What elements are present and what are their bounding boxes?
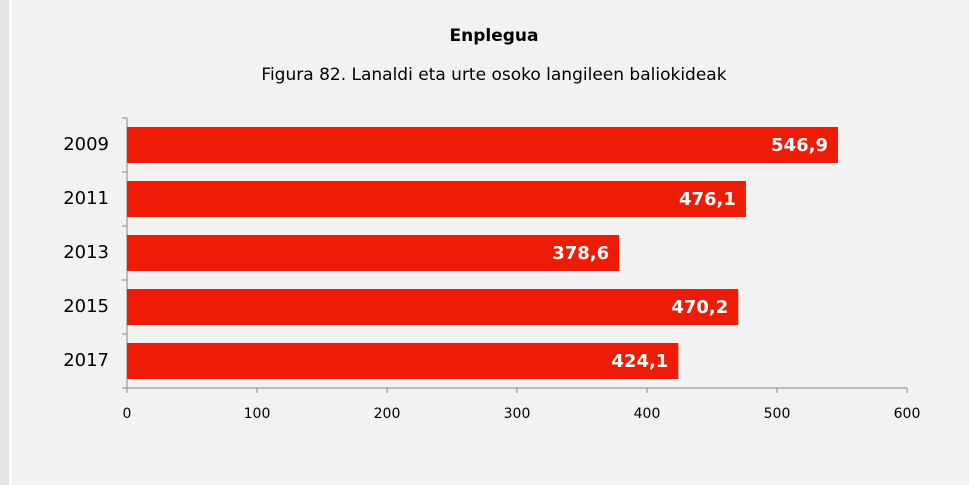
- value-label: 470,2: [671, 297, 728, 318]
- chart-subtitle: Figura 82. Lanaldi eta urte osoko langil…: [261, 65, 726, 85]
- x-tick-label: 300: [504, 406, 531, 422]
- value-label: 476,1: [679, 189, 736, 210]
- chart-title: Enplegua: [450, 26, 539, 46]
- x-tick-label: 100: [244, 406, 271, 422]
- y-tick-label: 2013: [63, 242, 109, 263]
- x-tick-label: 0: [123, 406, 132, 422]
- y-tick-label: 2011: [63, 188, 109, 209]
- left-strip: [0, 0, 9, 485]
- bar: [127, 235, 620, 271]
- x-tick-label: 500: [764, 406, 791, 422]
- x-tick-label: 400: [634, 406, 661, 422]
- y-tick-label: 2017: [63, 350, 109, 371]
- x-tick-label: 200: [374, 406, 401, 422]
- value-label: 546,9: [771, 135, 828, 156]
- bar: [127, 289, 739, 325]
- y-tick-label: 2009: [63, 134, 109, 155]
- bar: [127, 127, 838, 163]
- value-label: 424,1: [611, 351, 668, 372]
- bar: [127, 181, 746, 217]
- y-tick-label: 2015: [63, 296, 109, 317]
- x-tick-label: 600: [894, 406, 921, 422]
- value-label: 378,6: [552, 243, 609, 264]
- bar: [127, 343, 679, 379]
